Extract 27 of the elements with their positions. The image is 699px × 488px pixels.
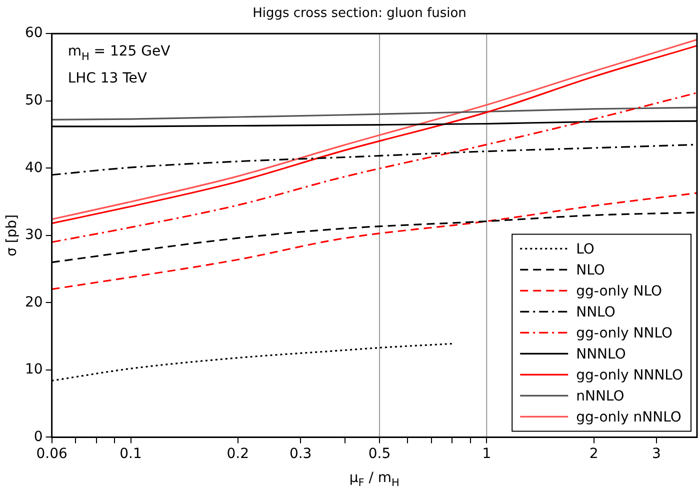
y-tick-label: 60: [24, 25, 43, 42]
legend-label: gg-only nNNLO: [576, 410, 682, 426]
x-tick-label: 0.06: [36, 446, 68, 462]
y-tick-label: 20: [24, 294, 43, 310]
x-tick-label: 0.2: [226, 446, 250, 462]
y-tick-label: 30: [24, 227, 43, 244]
x-tick-label: 0.1: [120, 446, 142, 462]
legend-label: nNNLO: [576, 388, 624, 405]
legend-label: gg-only NLO: [576, 284, 662, 300]
y-tick-label: 40: [24, 160, 43, 176]
legend-label: gg-only NNLO: [576, 326, 673, 342]
y-tick-label: 0: [34, 428, 43, 445]
legend-label: gg-only NNNLO: [576, 368, 684, 384]
x-tick-label: 3: [652, 446, 661, 462]
annotation: LHC 13 TeV: [68, 70, 148, 87]
legend-label: NLO: [576, 262, 605, 279]
y-tick-label: 10: [24, 362, 43, 378]
x-tick-label: 2: [589, 446, 598, 462]
x-tick-label: 1: [482, 446, 492, 462]
legend-label: NNLO: [576, 304, 616, 321]
x-tick-label: 0.5: [368, 446, 391, 462]
y-axis-title: σ [pb]: [4, 214, 20, 256]
x-tick-label: 0.3: [289, 446, 312, 462]
y-tick-label: 50: [24, 92, 43, 109]
legend-label: LO: [576, 242, 594, 258]
chart-title: Higgs cross section: gluon fusion: [252, 6, 466, 22]
legend-label: NNNLO: [576, 346, 626, 363]
